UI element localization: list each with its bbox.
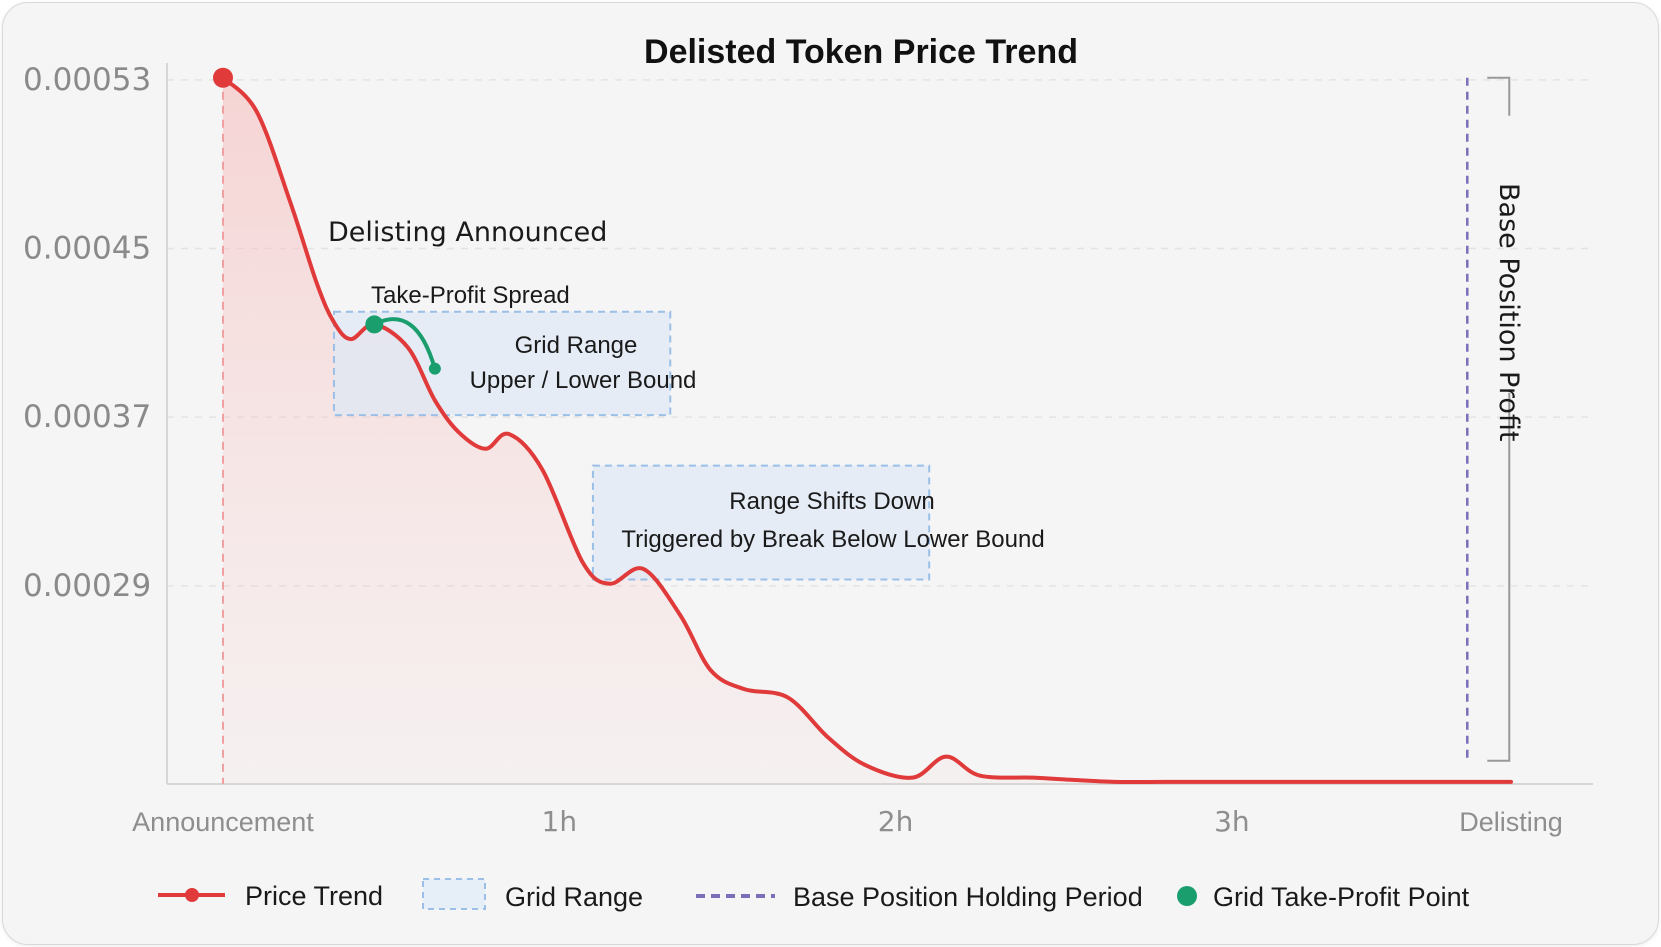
chart-title: Delisted Token Price Trend <box>644 33 1078 71</box>
y-tick-label-0: 0.00053 <box>23 62 151 98</box>
base-position-profit-bracket <box>1487 76 1511 762</box>
annotation-break-below-lower-bound: Triggered by Break Below Lower Bound <box>621 526 1044 553</box>
y-axis-ticks: 0.00053 0.00045 0.00037 0.00029 <box>23 62 151 604</box>
annotation-upper-lower-bound: Upper / Lower Bound <box>470 367 697 394</box>
annotation-range-shifts-down: Range Shifts Down <box>729 488 934 515</box>
x-tick-label-1: 1h <box>542 805 578 838</box>
grid-take-profit-point <box>365 315 384 334</box>
price-area-fill <box>223 77 1511 784</box>
x-tick-label-4: Delisting <box>1459 807 1563 837</box>
annotation-take-profit-spread: Take-Profit Spread <box>371 282 570 309</box>
legend-price-trend-label: Price Trend <box>245 881 383 911</box>
price-trend-line <box>221 75 1513 785</box>
annotation-base-position-profit: Base Position Profit <box>1493 183 1524 441</box>
x-tick-label-0: Announcement <box>132 807 314 837</box>
x-axis-ticks: Announcement 1h 2h 3h Delisting <box>132 805 1563 838</box>
annotation-grid-range: Grid Range <box>515 332 638 359</box>
legend-base-position-label: Base Position Holding Period <box>793 882 1143 912</box>
legend-take-profit-label: Grid Take-Profit Point <box>1213 882 1470 912</box>
chart-legend: Price Trend Grid Range Base Position Hol… <box>158 878 1470 912</box>
legend-grid-range-box-icon <box>422 878 486 910</box>
legend-grid-range-label: Grid Range <box>505 882 643 912</box>
legend-price-trend-dot-icon <box>185 888 199 902</box>
price-start-point <box>213 67 233 88</box>
grid-range-box-1 <box>591 464 931 581</box>
price-trend-chart: Delisted Token Price Trend 0.00053 0.0004… <box>23 33 1593 912</box>
annotation-delisting-announced: Delisting Announced <box>328 217 607 248</box>
x-tick-label-2: 2h <box>878 805 914 838</box>
y-tick-label-2: 0.00037 <box>23 399 151 435</box>
y-tick-label-3: 0.00029 <box>23 568 151 604</box>
legend-take-profit-dot-icon <box>1177 886 1197 906</box>
x-tick-label-3: 3h <box>1214 805 1250 838</box>
grid-take-profit-end-point <box>428 362 441 375</box>
take-profit-line <box>372 317 437 371</box>
y-tick-label-1: 0.00045 <box>23 231 151 267</box>
